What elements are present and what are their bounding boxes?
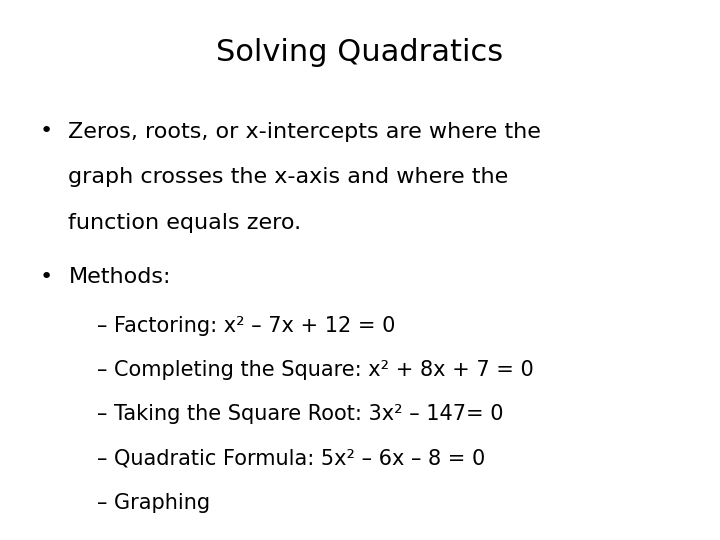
Text: •: • [40, 122, 53, 141]
Text: •: • [40, 267, 53, 287]
Text: Zeros, roots, or x-intercepts are where the: Zeros, roots, or x-intercepts are where … [68, 122, 541, 141]
Text: Methods:: Methods: [68, 267, 171, 287]
Text: – Completing the Square: x² + 8x + 7 = 0: – Completing the Square: x² + 8x + 7 = 0 [97, 360, 534, 380]
Text: – Factoring: x² – 7x + 12 = 0: – Factoring: x² – 7x + 12 = 0 [97, 316, 395, 336]
Text: Solving Quadratics: Solving Quadratics [217, 38, 503, 67]
Text: function equals zero.: function equals zero. [68, 213, 302, 233]
Text: graph crosses the x-axis and where the: graph crosses the x-axis and where the [68, 167, 508, 187]
Text: – Graphing: – Graphing [97, 493, 210, 513]
Text: – Taking the Square Root: 3x² – 147= 0: – Taking the Square Root: 3x² – 147= 0 [97, 404, 504, 424]
Text: – Quadratic Formula: 5x² – 6x – 8 = 0: – Quadratic Formula: 5x² – 6x – 8 = 0 [97, 449, 485, 469]
